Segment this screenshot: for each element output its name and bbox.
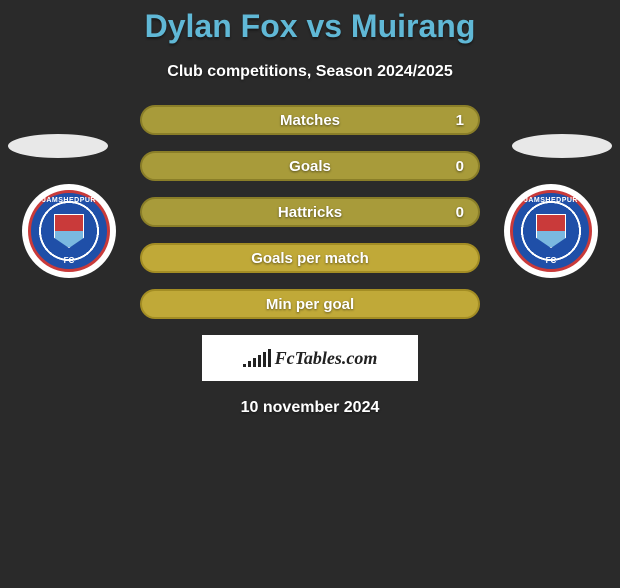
avatar-placeholder-right [512,134,612,158]
stat-row-matches: Matches 1 [140,105,480,135]
stat-value: 1 [456,112,464,129]
club-badge-right-top-text: JAMSHEDPUR [513,197,589,204]
stats-list: Matches 1 Goals 0 Hattricks 0 Goals per … [140,105,480,319]
stat-row-hattricks: Hattricks 0 [140,197,480,227]
fctables-attribution: FcTables.com [202,335,418,381]
date-text: 10 november 2024 [0,399,620,417]
avatar-placeholder-left [8,134,108,158]
stat-label: Goals [289,158,331,175]
stat-label: Matches [280,112,340,129]
stat-row-goals: Goals 0 [140,151,480,181]
bar-chart-icon [243,349,271,367]
stat-label: Hattricks [278,204,342,221]
page-title: Dylan Fox vs Muirang [0,8,620,45]
club-badge-right: JAMSHEDPUR FC [504,184,598,278]
stat-value: 0 [456,204,464,221]
club-badge-right-bottom-text: FC [513,256,589,265]
shield-icon [536,214,566,248]
club-badge-left-bottom-text: FC [31,256,107,265]
club-badge-left: JAMSHEDPUR FC [22,184,116,278]
stat-row-goals-per-match: Goals per match [140,243,480,273]
fctables-label: FcTables.com [275,348,378,369]
stat-label: Goals per match [251,250,369,267]
stat-row-min-per-goal: Min per goal [140,289,480,319]
subtitle: Club competitions, Season 2024/2025 [0,63,620,81]
stat-label: Min per goal [266,296,354,313]
shield-icon [54,214,84,248]
club-badge-left-top-text: JAMSHEDPUR [31,197,107,204]
stat-value: 0 [456,158,464,175]
